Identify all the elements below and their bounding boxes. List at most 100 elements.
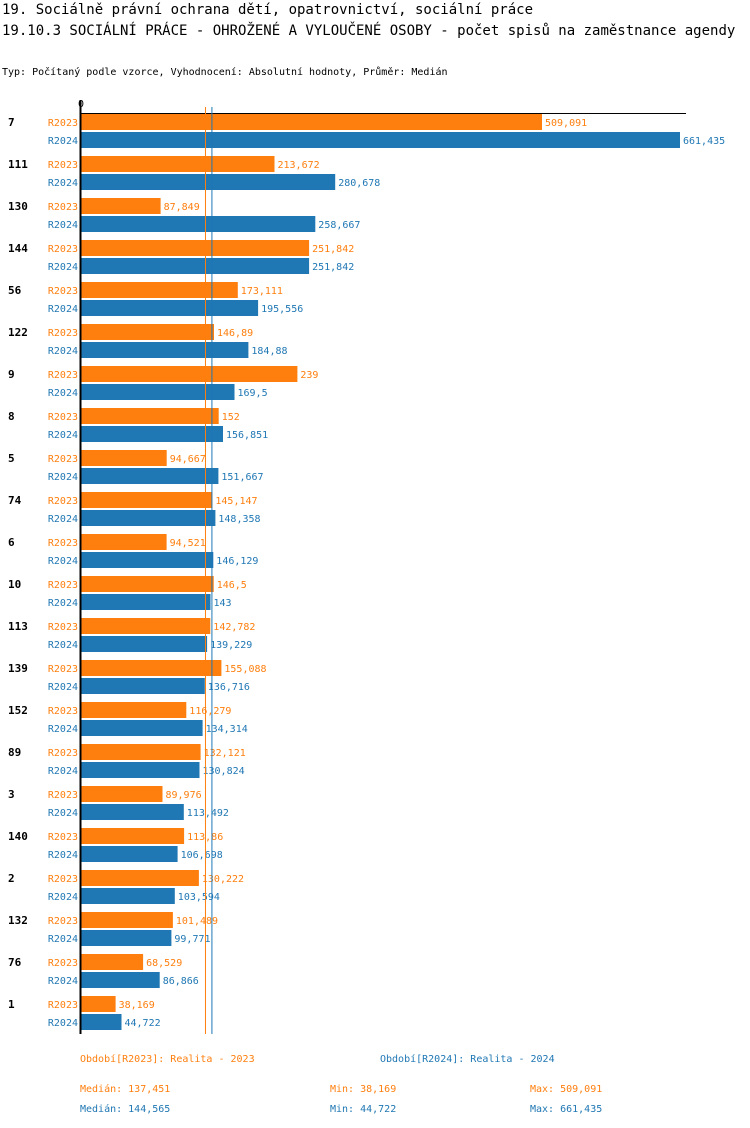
series-label: R2023 — [48, 958, 78, 969]
bar-r2023 — [81, 366, 298, 382]
category-label: 130 — [8, 200, 28, 213]
series-label: R2024 — [48, 598, 78, 609]
data-label: 94,521 — [170, 538, 206, 549]
bar-r2024 — [81, 804, 184, 820]
data-label: 44,722 — [125, 1018, 161, 1029]
category-label: 5 — [8, 452, 15, 465]
series-label: R2024 — [48, 472, 78, 483]
data-label: 142,782 — [213, 622, 255, 633]
data-label: 143 — [214, 598, 232, 609]
series-label: R2024 — [48, 682, 78, 693]
bar-r2024 — [81, 1014, 122, 1030]
series-label: R2023 — [48, 916, 78, 927]
category-label: 111 — [8, 158, 28, 171]
series-label: R2024 — [48, 178, 78, 189]
data-label: 195,556 — [261, 304, 303, 315]
bar-r2023 — [81, 450, 167, 466]
bar-r2024 — [81, 594, 211, 610]
data-label: 251,842 — [312, 262, 354, 273]
category-label: 9 — [8, 368, 15, 381]
series-label: R2024 — [48, 934, 78, 945]
data-label: 106,698 — [181, 850, 223, 861]
series-label: R2023 — [48, 1000, 78, 1011]
series-label: R2024 — [48, 808, 78, 819]
bar-r2024 — [81, 468, 219, 484]
bar-r2023 — [81, 534, 167, 550]
category-label: 7 — [8, 116, 15, 129]
data-label: 146,89 — [217, 328, 253, 339]
series-label: R2023 — [48, 538, 78, 549]
bar-r2023 — [81, 744, 201, 760]
bar-r2023 — [81, 954, 144, 970]
series-label: R2023 — [48, 790, 78, 801]
category-label: 74 — [8, 494, 22, 507]
series-label: R2023 — [48, 118, 78, 129]
data-label: 152 — [222, 412, 240, 423]
data-label: 239 — [300, 370, 318, 381]
series-label: R2023 — [48, 874, 78, 885]
bar-r2023 — [81, 492, 213, 508]
series-label: R2023 — [48, 580, 78, 591]
series-label: R2024 — [48, 430, 78, 441]
category-label: 113 — [8, 620, 28, 633]
bar-r2023 — [81, 996, 116, 1012]
chart-subtitle: Typ: Počítaný podle vzorce, Vyhodnocení:… — [2, 67, 448, 78]
series-label: R2024 — [48, 220, 78, 231]
data-label: 134,314 — [206, 724, 248, 735]
category-label: 6 — [8, 536, 15, 549]
data-label: 661,435 — [683, 136, 725, 147]
series-label: R2023 — [48, 412, 78, 423]
bar-r2023 — [81, 324, 214, 340]
data-label: 146,5 — [217, 580, 247, 591]
series-label: R2024 — [48, 850, 78, 861]
data-label: 94,667 — [170, 454, 206, 465]
category-label: 2 — [8, 872, 15, 885]
category-label: 56 — [8, 284, 22, 297]
legend-r2023: Období[R2023]: Realita - 2023 — [80, 1054, 255, 1065]
data-label: 155,088 — [224, 664, 266, 675]
series-label: R2023 — [48, 202, 78, 213]
category-label: 8 — [8, 410, 15, 423]
category-label: 144 — [8, 242, 28, 255]
series-label: R2024 — [48, 724, 78, 735]
data-label: 113,492 — [187, 808, 229, 819]
series-label: R2023 — [48, 622, 78, 633]
bar-r2023 — [81, 870, 199, 886]
bar-r2023 — [81, 408, 219, 424]
series-label: R2024 — [48, 976, 78, 987]
chart-title-line-1: 19. Sociálně právní ochrana dětí, opatro… — [2, 2, 534, 18]
bar-r2023 — [81, 198, 161, 214]
bar-r2023 — [81, 618, 211, 634]
bar-r2023 — [81, 114, 542, 130]
category-label: 89 — [8, 746, 21, 759]
data-label: 38,169 — [119, 1000, 155, 1011]
data-label: 184,88 — [251, 346, 287, 357]
bar-r2023 — [81, 786, 163, 802]
bar-r2024 — [81, 636, 208, 652]
stat-min-r2023: Min: 38,169 — [330, 1084, 397, 1095]
series-label: R2024 — [48, 766, 78, 777]
series-label: R2024 — [48, 1018, 78, 1029]
legend-r2024: Období[R2024]: Realita - 2024 — [380, 1054, 555, 1065]
data-label: 151,667 — [221, 472, 263, 483]
bar-r2024 — [81, 510, 216, 526]
data-label: 258,667 — [318, 220, 360, 231]
data-label: 130,824 — [203, 766, 245, 777]
data-label: 251,842 — [312, 244, 354, 255]
data-label: 130,222 — [202, 874, 244, 885]
bar-r2024 — [81, 888, 175, 904]
data-label: 103,594 — [178, 892, 220, 903]
bar-r2023 — [81, 912, 173, 928]
bar-r2024 — [81, 930, 172, 946]
category-label: 152 — [8, 704, 28, 717]
bar-r2023 — [81, 828, 185, 844]
stat-max-r2024: Max: 661,435 — [530, 1104, 603, 1115]
bar-r2023 — [81, 156, 275, 172]
category-label: 1 — [8, 998, 15, 1011]
series-label: R2023 — [48, 832, 78, 843]
bar-r2024 — [81, 552, 214, 568]
bar-r2024 — [81, 846, 178, 862]
series-label: R2024 — [48, 346, 78, 357]
stat-median-r2024: Medián: 144,565 — [80, 1104, 171, 1115]
data-label: 136,716 — [208, 682, 250, 693]
